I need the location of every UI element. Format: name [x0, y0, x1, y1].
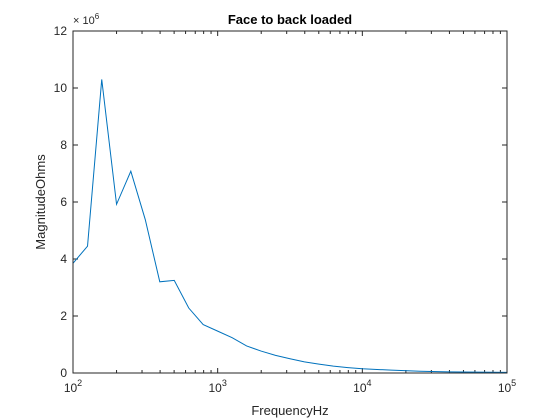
- y-tick-label: 0: [60, 366, 67, 380]
- y-tick-label: 6: [60, 195, 67, 209]
- x-tick-label: 102: [64, 378, 82, 395]
- y-multiplier-exp: 6: [95, 12, 100, 21]
- y-axis-label: MagnitudeOhms: [33, 154, 48, 250]
- x-tick-label-exp: 3: [222, 378, 227, 388]
- x-axis-label: FrequencyHz: [251, 403, 328, 418]
- x-tick-label: 105: [498, 378, 516, 395]
- y-tick-label: 12: [54, 24, 68, 38]
- y-tick-label: 8: [60, 138, 67, 152]
- x-tick-label-exp: 4: [367, 378, 372, 388]
- x-tick-label-base: 10: [353, 381, 367, 395]
- y-tick-labels: 0 2 4 6 8 10 12: [54, 24, 68, 380]
- plot-area: [73, 31, 507, 373]
- x-tick-label: 103: [208, 378, 226, 395]
- y-tick-label: 10: [54, 81, 68, 95]
- y-tick-label: 4: [60, 252, 67, 266]
- chart-title: Face to back loaded: [228, 12, 352, 27]
- x-tick-label-base: 10: [498, 381, 512, 395]
- x-tick-label-exp: 2: [77, 378, 82, 388]
- axes-box: [72, 30, 508, 374]
- x-tick-label-base: 10: [64, 381, 78, 395]
- y-multiplier: × 106: [73, 12, 100, 27]
- x-tick-label-base: 10: [208, 381, 222, 395]
- y-multiplier-base: × 10: [73, 15, 95, 27]
- x-tick-labels: 102 103 104 105: [64, 378, 516, 395]
- y-tick-label: 2: [60, 309, 67, 323]
- x-tick-label-exp: 5: [511, 378, 516, 388]
- x-tick-label: 104: [353, 378, 371, 395]
- series-line: [72, 79, 508, 373]
